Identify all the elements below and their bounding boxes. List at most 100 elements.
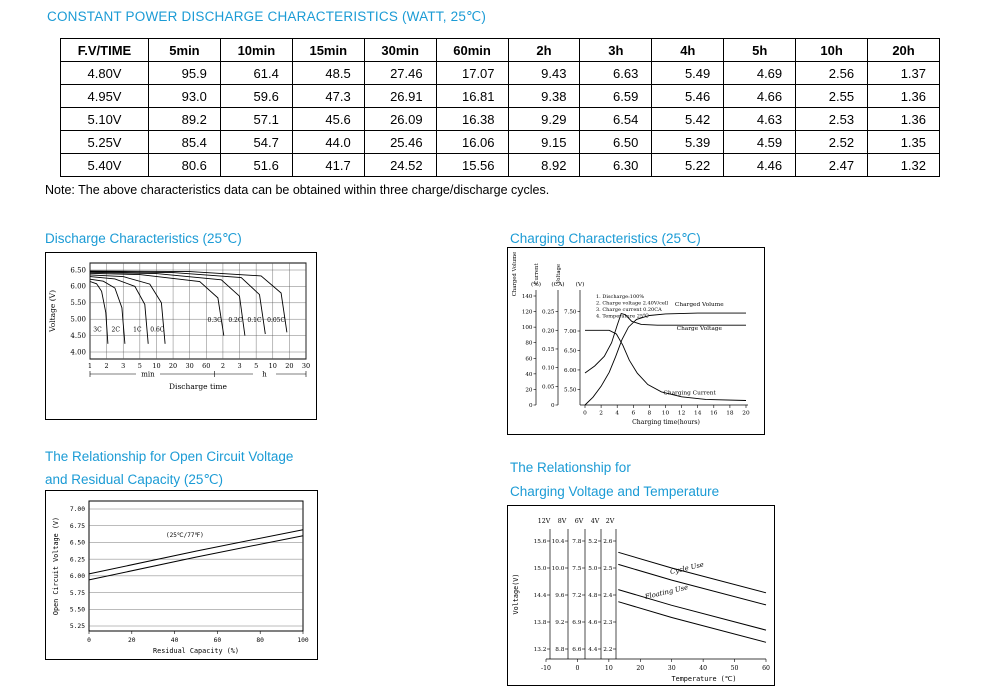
x-tick-label: 6 [631, 411, 635, 417]
y-axis-title: Open Circuit Voltage (V) [52, 517, 60, 615]
x-axis-title: Temperature (℃) [672, 675, 737, 683]
y-tick-label: 140 [522, 294, 533, 300]
y-tick-label: 6.50 [70, 540, 85, 547]
y-tick-label: 120 [522, 310, 533, 316]
discharge-curve [89, 276, 149, 344]
x-tick-label: 20 [285, 362, 293, 370]
x-tick-label: 10 [152, 362, 160, 370]
data-cell: 16.81 [435, 84, 509, 108]
y-tick-label: 6.00 [70, 283, 86, 291]
table-note: Note: The above characteristics data can… [45, 183, 550, 197]
scale-tick-label: 2.6 [603, 539, 613, 545]
chart-note-line: 4. Temperature 25℃ [596, 314, 649, 320]
scale-tick-label: 14.4 [534, 593, 547, 599]
x-tick-label: 30 [302, 362, 310, 370]
discharge-curve [89, 272, 225, 336]
discharge-curve [89, 274, 166, 344]
x-tick-label: 2 [221, 362, 225, 370]
band-line [618, 551, 767, 594]
column-header: 60min [435, 38, 509, 62]
data-cell: 59.6 [219, 84, 293, 108]
y-tick-label: 6.25 [70, 556, 85, 563]
y-tick-label: 100 [522, 325, 533, 331]
discharge-chart: 6.50 6.00 5.50 5.00 4.50 4.00 1 2 3 5 10 20 30 60 2 3 5 1… [45, 252, 317, 420]
x-tick-label: 20 [169, 362, 177, 370]
scale-tick-label: 15.6 [534, 539, 547, 545]
data-cell: 6.63 [579, 61, 653, 85]
x-tick-label: 60 [202, 362, 210, 370]
data-cell: 80.6 [148, 153, 221, 177]
y-tick-label: 80 [525, 341, 533, 347]
charging-section-title: Charging Characteristics (25℃) [510, 231, 701, 246]
x-axis-title: Residual Capacity (%) [153, 647, 239, 655]
data-cell: 95.9 [148, 61, 221, 85]
y-tick-label: 7.00 [564, 329, 577, 335]
x-tick-label: 14 [694, 411, 702, 417]
charging-chart: (%) Charged Volume 140 120 100 80 60 40 20 0 (CA) C… [507, 247, 765, 435]
x-tick-label: 20 [128, 637, 136, 644]
row-header-cell: 5.10V [60, 107, 149, 131]
scale-tick-label: 8.8 [555, 647, 565, 653]
x-tick-label: 20 [636, 665, 644, 672]
data-cell: 44.0 [291, 130, 365, 154]
discharge-curve [89, 271, 246, 336]
data-cell: 6.59 [579, 84, 653, 108]
column-header: 2h [507, 38, 581, 62]
x-axis-title: Charging time(hours) [632, 419, 700, 426]
data-cell: 5.42 [651, 107, 725, 131]
column-header: 20h [867, 38, 940, 62]
scale-tick-label: 2.3 [603, 620, 613, 626]
band-line [618, 601, 767, 643]
data-cell: 1.35 [867, 130, 940, 154]
scale-tick-label: 13.2 [534, 647, 547, 653]
data-cell: 26.91 [363, 84, 437, 108]
x-axis-title: Discharge time [169, 382, 227, 391]
x-tick-label: 10 [269, 362, 277, 370]
scale-tick-label: 4.8 [588, 593, 598, 599]
data-cell: 6.30 [579, 153, 653, 177]
curve-label: 0.05C [267, 317, 285, 324]
y-tick-label: 6.75 [70, 523, 85, 530]
x-unit-h: h [262, 371, 267, 379]
constant-power-table: F.V/TIME 5min 10min 15min 30min 60min 2h 3h 4h 5h… [60, 38, 940, 177]
data-cell: 2.47 [795, 153, 869, 177]
row-header-cell: 5.40V [60, 153, 149, 177]
page-title: CONSTANT POWER DISCHARGE CHARACTERISTICS… [47, 9, 487, 24]
x-tick-label: 0 [87, 637, 91, 644]
y-axis-title: Voltage(V) [512, 574, 520, 615]
y-tick-label: 6.50 [70, 266, 86, 274]
data-cell: 1.37 [867, 61, 940, 85]
data-cell: 6.54 [579, 107, 653, 131]
data-cell: 15.56 [435, 153, 509, 177]
curve-label: Charging Current [663, 391, 716, 397]
x-tick-label: 5 [138, 362, 142, 370]
table-head: F.V/TIME 5min 10min 15min 30min 60min 2h 3h 4h 5h… [60, 38, 940, 62]
y-tick-label: 5.50 [70, 606, 85, 613]
y-tick-label: 0.25 [542, 310, 555, 316]
y-tick-label: 0 [551, 403, 555, 409]
charging-curve [584, 312, 746, 374]
scale-tick-label: 10.0 [552, 566, 565, 572]
cvt-chart: 12V 8V 6V 4V 2V 15.6 15.0 14.4 13.8 13.2 10.4 10.0 9… [507, 505, 775, 686]
data-cell: 4.59 [723, 130, 797, 154]
discharge-curve [89, 271, 266, 335]
data-cell: 4.66 [723, 84, 797, 108]
data-cell: 9.29 [507, 107, 581, 131]
scale-tick-label: 15.0 [534, 566, 547, 572]
data-cell: 1.36 [867, 84, 940, 108]
column-header: 5h [723, 38, 797, 62]
x-tick-label: 40 [171, 637, 179, 644]
discharge-section-title: Discharge Characteristics (25℃) [45, 231, 242, 246]
data-cell: 25.46 [363, 130, 437, 154]
scale-tick-label: 9.2 [555, 620, 565, 626]
row-header-cell: 4.95V [60, 84, 149, 108]
data-cell: 5.46 [651, 84, 725, 108]
x-tick-label: 8 [648, 411, 652, 417]
column-header: 10h [795, 38, 869, 62]
y-tick-label: 40 [525, 372, 533, 378]
chart-note-line: 2. Charge voltage 2.40V/cell [596, 301, 668, 307]
x-tick-label: 3 [237, 362, 241, 370]
ocv-section-title-line2: and Residual Capacity (25℃) [45, 472, 223, 487]
data-cell: 2.55 [795, 84, 869, 108]
data-cell: 16.38 [435, 107, 509, 131]
